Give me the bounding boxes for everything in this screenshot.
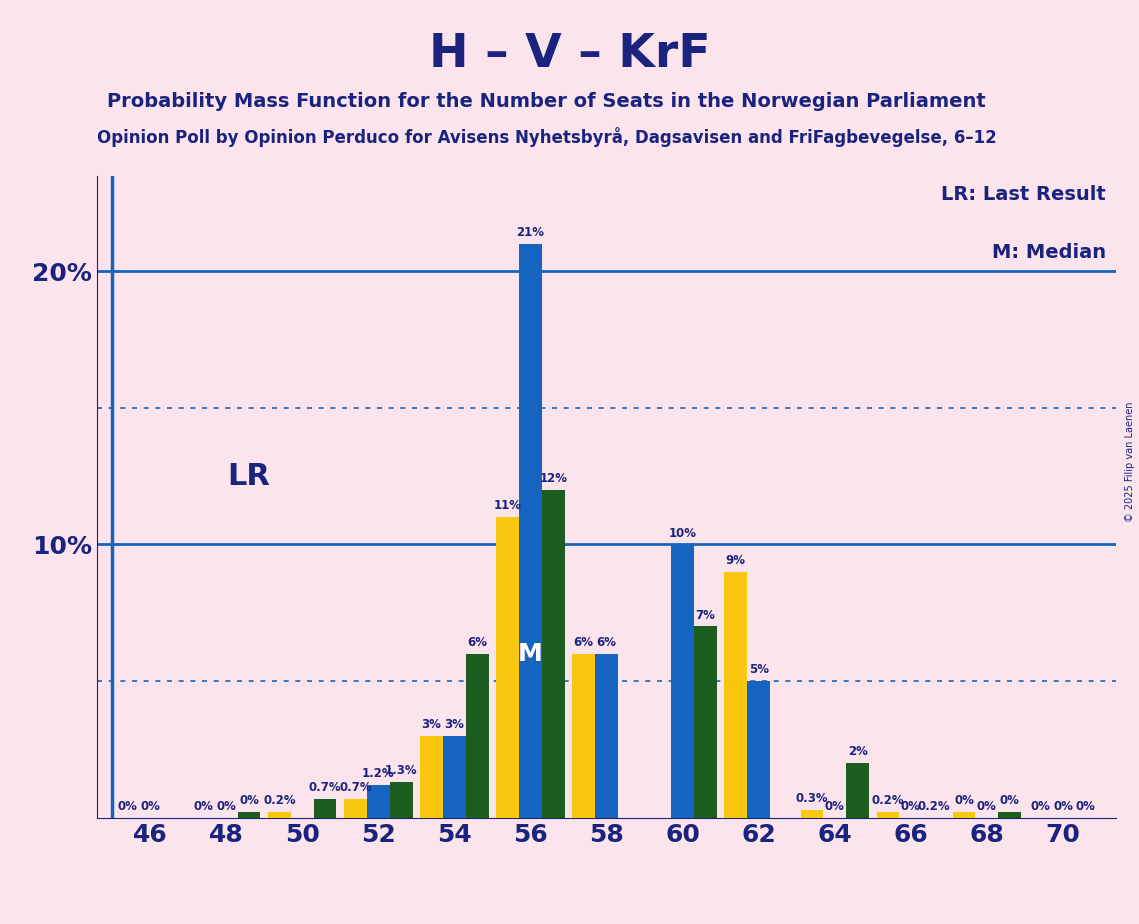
Text: 0.2%: 0.2% — [871, 795, 904, 808]
Bar — [497, 517, 519, 818]
Text: 0%: 0% — [1054, 800, 1073, 813]
Bar — [724, 572, 747, 818]
Text: 6%: 6% — [467, 636, 487, 649]
Text: 0%: 0% — [1076, 800, 1096, 813]
Bar — [846, 763, 869, 818]
Text: 0%: 0% — [1000, 795, 1019, 808]
Bar — [595, 654, 618, 818]
Bar — [572, 654, 595, 818]
Text: 0.2%: 0.2% — [263, 795, 296, 808]
Bar — [877, 812, 900, 818]
Text: 0%: 0% — [117, 800, 137, 813]
Text: 2%: 2% — [847, 745, 868, 759]
Bar — [747, 681, 770, 818]
Text: 0%: 0% — [901, 800, 920, 813]
Bar — [344, 798, 367, 818]
Text: 3%: 3% — [421, 718, 442, 731]
Text: 0%: 0% — [216, 800, 236, 813]
Text: M: M — [518, 642, 543, 666]
Text: 0%: 0% — [194, 800, 213, 813]
Text: 0.7%: 0.7% — [339, 781, 371, 794]
Text: 0.7%: 0.7% — [309, 781, 342, 794]
Text: 0%: 0% — [954, 795, 974, 808]
Text: LR: LR — [228, 462, 270, 491]
Text: 7%: 7% — [696, 609, 715, 622]
Bar — [313, 798, 336, 818]
Text: 0%: 0% — [140, 800, 159, 813]
Text: LR: Last Result: LR: Last Result — [941, 185, 1106, 204]
Text: © 2025 Filip van Laenen: © 2025 Filip van Laenen — [1125, 402, 1134, 522]
Text: 0%: 0% — [239, 795, 259, 808]
Bar — [801, 809, 823, 818]
Bar — [238, 812, 261, 818]
Text: 0%: 0% — [1030, 800, 1050, 813]
Text: 11%: 11% — [493, 499, 522, 512]
Text: 0%: 0% — [977, 800, 997, 813]
Text: 21%: 21% — [516, 226, 544, 239]
Bar — [420, 736, 443, 818]
Bar — [694, 626, 716, 818]
Bar — [519, 244, 542, 818]
Bar — [367, 785, 390, 818]
Bar — [443, 736, 466, 818]
Bar — [998, 812, 1022, 818]
Bar — [390, 783, 412, 818]
Text: H – V – KrF: H – V – KrF — [428, 32, 711, 78]
Text: 3%: 3% — [444, 718, 465, 731]
Text: 12%: 12% — [539, 472, 567, 485]
Bar — [542, 490, 565, 818]
Text: 0.2%: 0.2% — [917, 800, 950, 813]
Text: 5%: 5% — [748, 663, 769, 676]
Text: 0%: 0% — [825, 800, 845, 813]
Text: Probability Mass Function for the Number of Seats in the Norwegian Parliament: Probability Mass Function for the Number… — [107, 92, 986, 112]
Text: 1.3%: 1.3% — [385, 764, 417, 777]
Text: 9%: 9% — [726, 553, 746, 567]
Bar — [671, 544, 694, 818]
Text: Opinion Poll by Opinion Perduco for Avisens Nyhetsbyrå, Dagsavisen and FriFagbev: Opinion Poll by Opinion Perduco for Avis… — [97, 128, 997, 148]
Text: 6%: 6% — [597, 636, 616, 649]
Text: M: Median: M: Median — [992, 243, 1106, 262]
Text: 6%: 6% — [574, 636, 593, 649]
Text: 1.2%: 1.2% — [362, 767, 394, 780]
Bar — [952, 812, 975, 818]
Text: 10%: 10% — [669, 527, 697, 540]
Bar — [268, 812, 290, 818]
Text: 0.3%: 0.3% — [796, 792, 828, 805]
Bar — [466, 654, 489, 818]
